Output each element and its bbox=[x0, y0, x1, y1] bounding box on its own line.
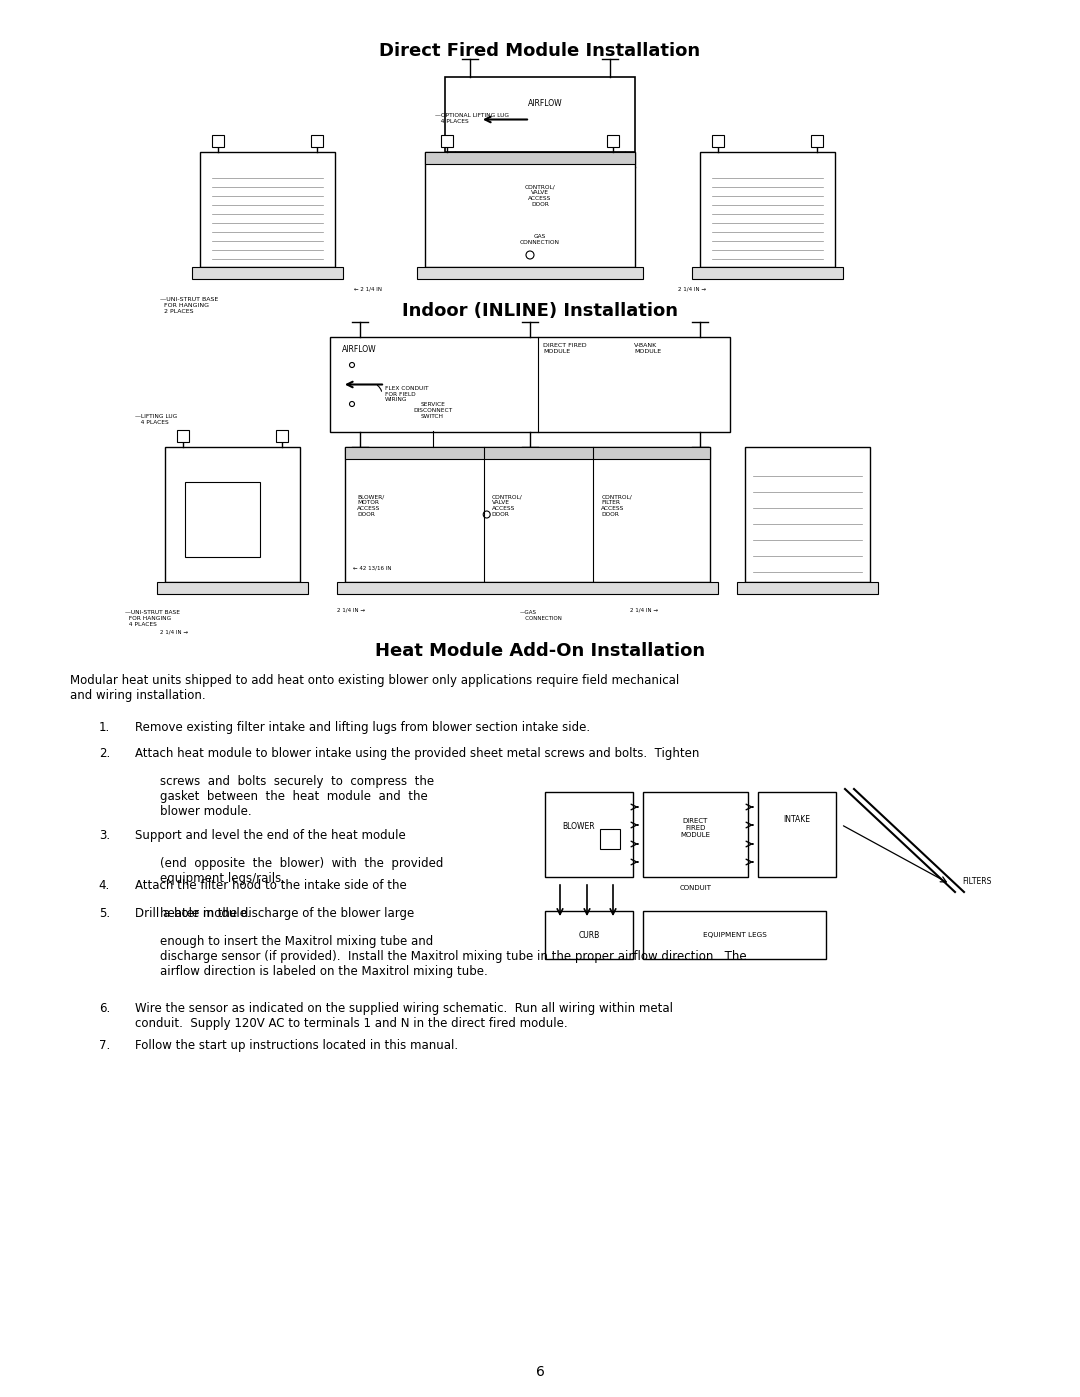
Text: BLOWER: BLOWER bbox=[563, 821, 595, 831]
Bar bbox=[337, 583, 718, 594]
Text: Heat Module Add-On Installation: Heat Module Add-On Installation bbox=[375, 643, 705, 659]
Text: Modular heat units shipped to add heat onto existing blower only applications re: Modular heat units shipped to add heat o… bbox=[70, 673, 679, 703]
Bar bbox=[758, 792, 836, 877]
Bar bbox=[737, 583, 878, 594]
Text: GAS
CONNECTION: GAS CONNECTION bbox=[519, 235, 561, 244]
Text: CONTROL/
FILTER
ACCESS
DOOR: CONTROL/ FILTER ACCESS DOOR bbox=[602, 495, 632, 517]
Text: 6.: 6. bbox=[98, 1002, 110, 1016]
Bar bbox=[643, 911, 826, 958]
Text: 2 1/4 IN →: 2 1/4 IN → bbox=[160, 630, 188, 634]
Bar bbox=[417, 267, 643, 279]
Text: 5.: 5. bbox=[99, 907, 110, 921]
Text: DIRECT FIRED
MODULE: DIRECT FIRED MODULE bbox=[543, 344, 586, 353]
Text: Direct Fired Module Installation: Direct Fired Module Installation bbox=[379, 42, 701, 60]
Text: FILTERS: FILTERS bbox=[962, 877, 991, 887]
Bar bbox=[200, 152, 335, 267]
Text: BLOWER/
MOTOR
ACCESS
DOOR: BLOWER/ MOTOR ACCESS DOOR bbox=[357, 495, 384, 517]
Text: 7.: 7. bbox=[98, 1039, 110, 1052]
Text: 2.: 2. bbox=[98, 747, 110, 760]
Text: AIRFLOW: AIRFLOW bbox=[528, 99, 563, 108]
Text: ← 2 1/4 IN: ← 2 1/4 IN bbox=[354, 286, 382, 292]
Text: Follow the start up instructions located in this manual.: Follow the start up instructions located… bbox=[135, 1039, 458, 1052]
Text: DIRECT
FIRED
MODULE: DIRECT FIRED MODULE bbox=[680, 817, 711, 838]
Text: screws  and  bolts  securely  to  compress  the
gasket  between  the  heat  modu: screws and bolts securely to compress th… bbox=[160, 775, 434, 819]
Bar bbox=[700, 152, 835, 267]
Bar bbox=[192, 267, 343, 279]
Bar bbox=[745, 447, 870, 583]
Bar bbox=[177, 430, 189, 441]
Bar bbox=[165, 447, 300, 583]
Bar bbox=[692, 267, 843, 279]
Bar bbox=[426, 152, 635, 267]
Text: Drill a hole in the discharge of the blower large: Drill a hole in the discharge of the blo… bbox=[135, 907, 415, 921]
Text: 4.: 4. bbox=[98, 879, 110, 893]
Text: Support and level the end of the heat module: Support and level the end of the heat mo… bbox=[135, 828, 406, 842]
Text: 1.: 1. bbox=[98, 721, 110, 733]
Text: —UNI-STRUT BASE
  FOR HANGING
  2 PLACES: —UNI-STRUT BASE FOR HANGING 2 PLACES bbox=[160, 298, 218, 313]
Text: ← 42 13/16 IN: ← 42 13/16 IN bbox=[353, 564, 391, 570]
Text: INTAKE: INTAKE bbox=[783, 814, 810, 824]
Text: CONTROL/
VALVE
ACCESS
DOOR: CONTROL/ VALVE ACCESS DOOR bbox=[525, 184, 555, 207]
Text: V-BANK
MODULE: V-BANK MODULE bbox=[634, 344, 661, 353]
Text: AIRFLOW: AIRFLOW bbox=[342, 345, 377, 353]
Text: (end  opposite  the  blower)  with  the  provided
equipment legs/rails.: (end opposite the blower) with the provi… bbox=[160, 856, 444, 886]
Bar bbox=[276, 430, 288, 441]
Text: CURB: CURB bbox=[579, 930, 599, 940]
Text: 2 1/4 IN →: 2 1/4 IN → bbox=[630, 608, 658, 612]
Bar bbox=[607, 136, 619, 147]
Text: —OPTIONAL LIFTING LUG
   4 PLACES: —OPTIONAL LIFTING LUG 4 PLACES bbox=[435, 113, 509, 124]
Bar bbox=[212, 136, 224, 147]
Text: Indoor (INLINE) Installation: Indoor (INLINE) Installation bbox=[402, 302, 678, 320]
Bar bbox=[712, 136, 724, 147]
Bar bbox=[426, 152, 635, 163]
Text: Attach heat module to blower intake using the provided sheet metal screws and bo: Attach heat module to blower intake usin… bbox=[135, 747, 700, 760]
Text: 2 1/4 IN →: 2 1/4 IN → bbox=[337, 608, 365, 612]
Text: heater module.: heater module. bbox=[160, 907, 251, 921]
Text: —LIFTING LUG
   4 PLACES: —LIFTING LUG 4 PLACES bbox=[135, 414, 177, 425]
Bar bbox=[345, 447, 710, 460]
Bar bbox=[330, 337, 730, 432]
Bar bbox=[157, 583, 308, 594]
Text: EQUIPMENT LEGS: EQUIPMENT LEGS bbox=[703, 932, 767, 937]
Text: 2 1/4 IN →: 2 1/4 IN → bbox=[678, 286, 706, 292]
Bar bbox=[311, 136, 323, 147]
Bar bbox=[643, 792, 748, 877]
Bar bbox=[185, 482, 260, 557]
Bar bbox=[445, 77, 635, 152]
Text: 3.: 3. bbox=[99, 828, 110, 842]
Text: CONDUIT: CONDUIT bbox=[679, 886, 712, 891]
Bar bbox=[441, 136, 453, 147]
Text: Attach the filter hood to the intake side of the: Attach the filter hood to the intake sid… bbox=[135, 879, 407, 893]
Bar bbox=[545, 792, 633, 877]
Text: —GAS
   CONNECTION: —GAS CONNECTION bbox=[521, 610, 562, 620]
Bar bbox=[345, 447, 710, 583]
Text: Remove existing filter intake and lifting lugs from blower section intake side.: Remove existing filter intake and liftin… bbox=[135, 721, 590, 733]
Text: —UNI-STRUT BASE
  FOR HANGING
  4 PLACES: —UNI-STRUT BASE FOR HANGING 4 PLACES bbox=[125, 610, 180, 627]
Text: CONTROL/
VALVE
ACCESS
DOOR: CONTROL/ VALVE ACCESS DOOR bbox=[491, 495, 523, 517]
Text: 6: 6 bbox=[536, 1365, 544, 1379]
Bar bbox=[811, 136, 823, 147]
Text: enough to insert the Maxitrol mixing tube and
discharge sensor (if provided).  I: enough to insert the Maxitrol mixing tub… bbox=[160, 935, 746, 978]
Text: Wire the sensor as indicated on the supplied wiring schematic.  Run all wiring w: Wire the sensor as indicated on the supp… bbox=[135, 1002, 673, 1030]
Text: FLEX CONDUIT
FOR FIELD
WIRING: FLEX CONDUIT FOR FIELD WIRING bbox=[384, 386, 429, 402]
Bar bbox=[545, 911, 633, 958]
Bar bbox=[600, 828, 620, 849]
Text: SERVICE
DISCONNECT
SWITCH: SERVICE DISCONNECT SWITCH bbox=[413, 402, 453, 419]
